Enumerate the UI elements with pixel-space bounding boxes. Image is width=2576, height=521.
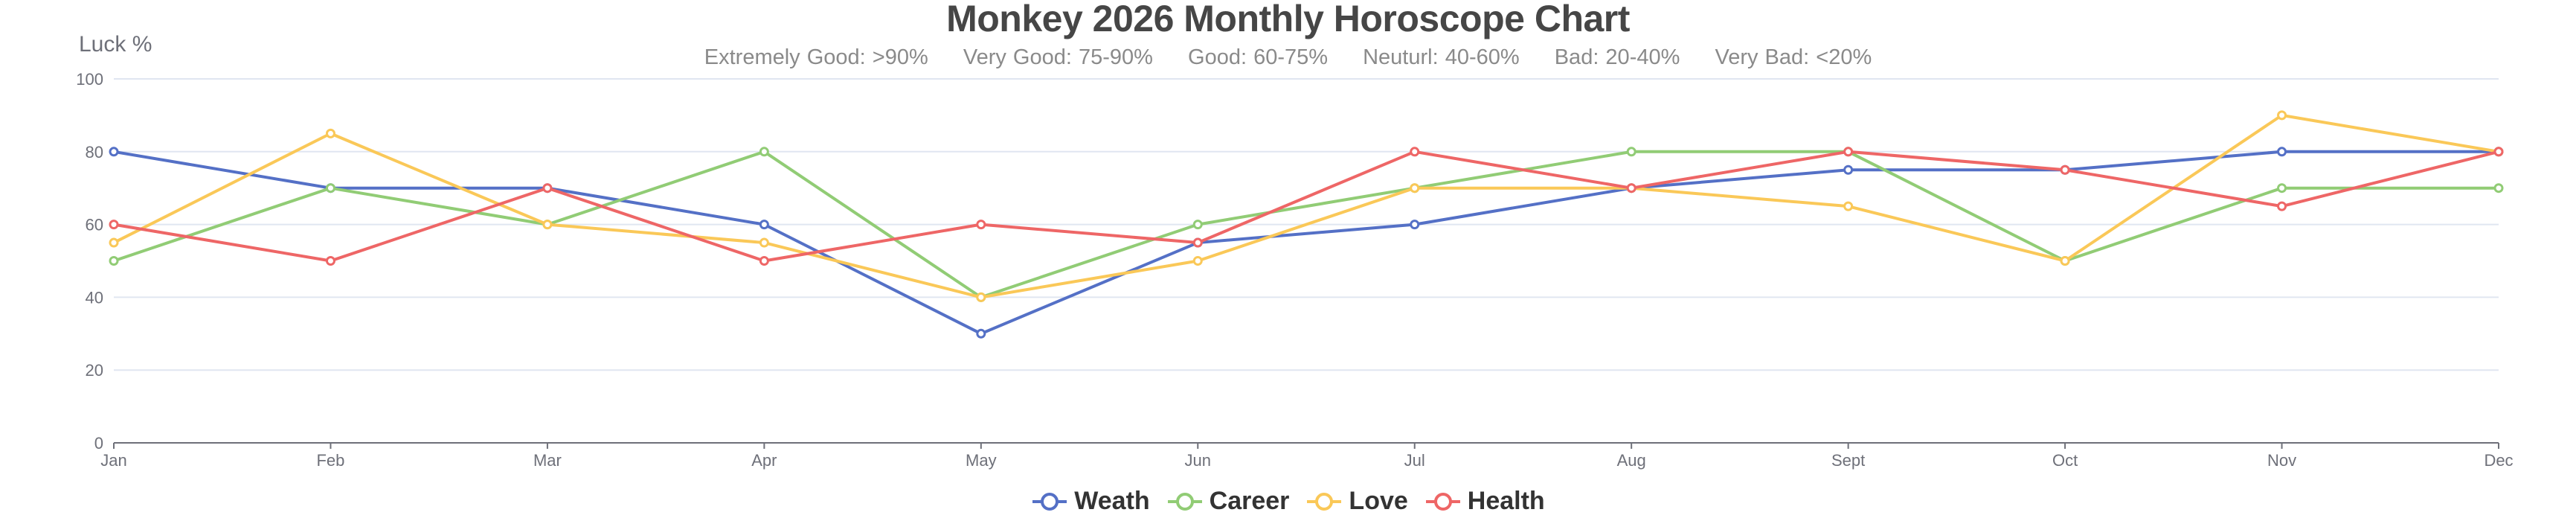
chart-subtitle: Extremely Good: >90% Very Good: 75-90% G… <box>0 45 2576 70</box>
data-point-marker[interactable] <box>109 220 119 230</box>
subtitle-extremely-good: Extremely Good: >90% <box>704 45 928 69</box>
legend-item-career[interactable]: Career <box>1166 487 1290 516</box>
data-point-marker[interactable] <box>1626 147 1637 157</box>
data-point-marker[interactable] <box>759 147 769 157</box>
data-point-marker[interactable] <box>2060 256 2070 266</box>
y-axis-ticks: 0 20 40 60 80 100 <box>76 70 103 453</box>
data-point-marker[interactable] <box>325 256 335 266</box>
legend-label: Career <box>1209 487 1290 515</box>
y-tick-label: 0 <box>94 434 103 453</box>
data-point-marker[interactable] <box>2493 183 2504 194</box>
legend-item-love[interactable]: Love <box>1305 487 1408 516</box>
data-point-marker[interactable] <box>2277 183 2287 194</box>
data-point-marker[interactable] <box>542 183 553 194</box>
data-point-marker[interactable] <box>1192 256 1203 266</box>
subtitle-very-bad: Very Bad: <20% <box>1715 45 1872 69</box>
x-tick-label: Mar <box>533 451 562 470</box>
data-point-marker[interactable] <box>325 183 335 194</box>
subtitle-neutral: Neuturl: 40-60% <box>1363 45 1520 69</box>
x-tick-label: Jan <box>100 451 126 470</box>
legend-label: Weath <box>1074 487 1150 515</box>
data-point-marker[interactable] <box>1626 183 1637 194</box>
legend-label: Love <box>1349 487 1408 515</box>
x-tick-label: Jun <box>1185 451 1211 470</box>
legend-line-marker-icon <box>1167 492 1202 511</box>
legend-line-marker-icon <box>1307 492 1342 511</box>
data-point-marker[interactable] <box>109 147 119 157</box>
data-point-marker[interactable] <box>1410 220 1420 230</box>
legend-item-health[interactable]: Health <box>1424 487 1545 516</box>
data-point-marker[interactable] <box>1843 201 1854 211</box>
data-point-marker[interactable] <box>2493 147 2504 157</box>
data-point-marker[interactable] <box>1192 220 1203 230</box>
series-health[interactable] <box>109 147 2504 266</box>
data-point-marker[interactable] <box>542 220 553 230</box>
y-axis-title: Luck % <box>79 32 152 57</box>
y-tick-label: 40 <box>86 288 103 307</box>
data-point-marker[interactable] <box>1843 147 1854 157</box>
x-tick-label: Aug <box>1617 451 1646 470</box>
chart-title: Monkey 2026 Monthly Horoscope Chart <box>946 0 1630 39</box>
legend: Weath Career Love Health <box>0 487 2576 516</box>
series-weath[interactable] <box>109 147 2504 339</box>
data-point-marker[interactable] <box>976 220 986 230</box>
data-point-marker[interactable] <box>109 237 119 248</box>
data-point-marker[interactable] <box>1410 183 1420 194</box>
x-tick-label: Dec <box>2484 451 2513 470</box>
x-tick-label: Apr <box>751 451 777 470</box>
x-tick-label: Sept <box>1831 451 1865 470</box>
data-point-marker[interactable] <box>2060 164 2070 175</box>
series-line <box>113 150 2499 263</box>
data-point-marker[interactable] <box>2277 147 2287 157</box>
x-tick-label: May <box>966 451 997 470</box>
x-tick-label: Nov <box>2267 451 2296 470</box>
y-tick-label: 80 <box>86 143 103 162</box>
series-line <box>113 150 2499 299</box>
data-point-marker[interactable] <box>2277 201 2287 211</box>
y-tick-label: 60 <box>86 216 103 234</box>
data-point-marker[interactable] <box>976 328 986 339</box>
data-point-marker[interactable] <box>325 128 335 138</box>
y-tick-label: 20 <box>86 361 103 380</box>
x-tick-label: Jul <box>1404 451 1425 470</box>
data-point-marker[interactable] <box>759 256 769 266</box>
data-point-marker[interactable] <box>759 220 769 230</box>
y-tick-label: 100 <box>76 70 103 89</box>
legend-item-weath[interactable]: Weath <box>1031 487 1150 516</box>
data-point-marker[interactable] <box>109 256 119 266</box>
x-tick-label: Oct <box>2052 451 2078 470</box>
x-axis: Jan Feb Mar Apr May Jun Jul Aug Sept Oct Nov Dec <box>100 442 2514 470</box>
series-line <box>113 113 2499 299</box>
x-tick-label: Feb <box>316 451 344 470</box>
data-point-marker[interactable] <box>2277 110 2287 121</box>
data-point-marker[interactable] <box>759 237 769 248</box>
subtitle-good: Good: 60-75% <box>1188 45 1329 69</box>
legend-line-marker-icon <box>1032 492 1067 511</box>
data-point-marker[interactable] <box>1410 147 1420 157</box>
data-point-marker[interactable] <box>1192 237 1203 248</box>
subtitle-bad: Bad: 20-40% <box>1554 45 1680 69</box>
legend-label: Health <box>1467 487 1545 515</box>
legend-line-marker-icon <box>1425 492 1460 511</box>
subtitle-very-good: Very Good: 75-90% <box>963 45 1153 69</box>
series-line <box>113 150 2499 336</box>
data-point-marker[interactable] <box>1843 164 1854 175</box>
data-point-marker[interactable] <box>976 292 986 302</box>
series-lines <box>109 110 2504 339</box>
